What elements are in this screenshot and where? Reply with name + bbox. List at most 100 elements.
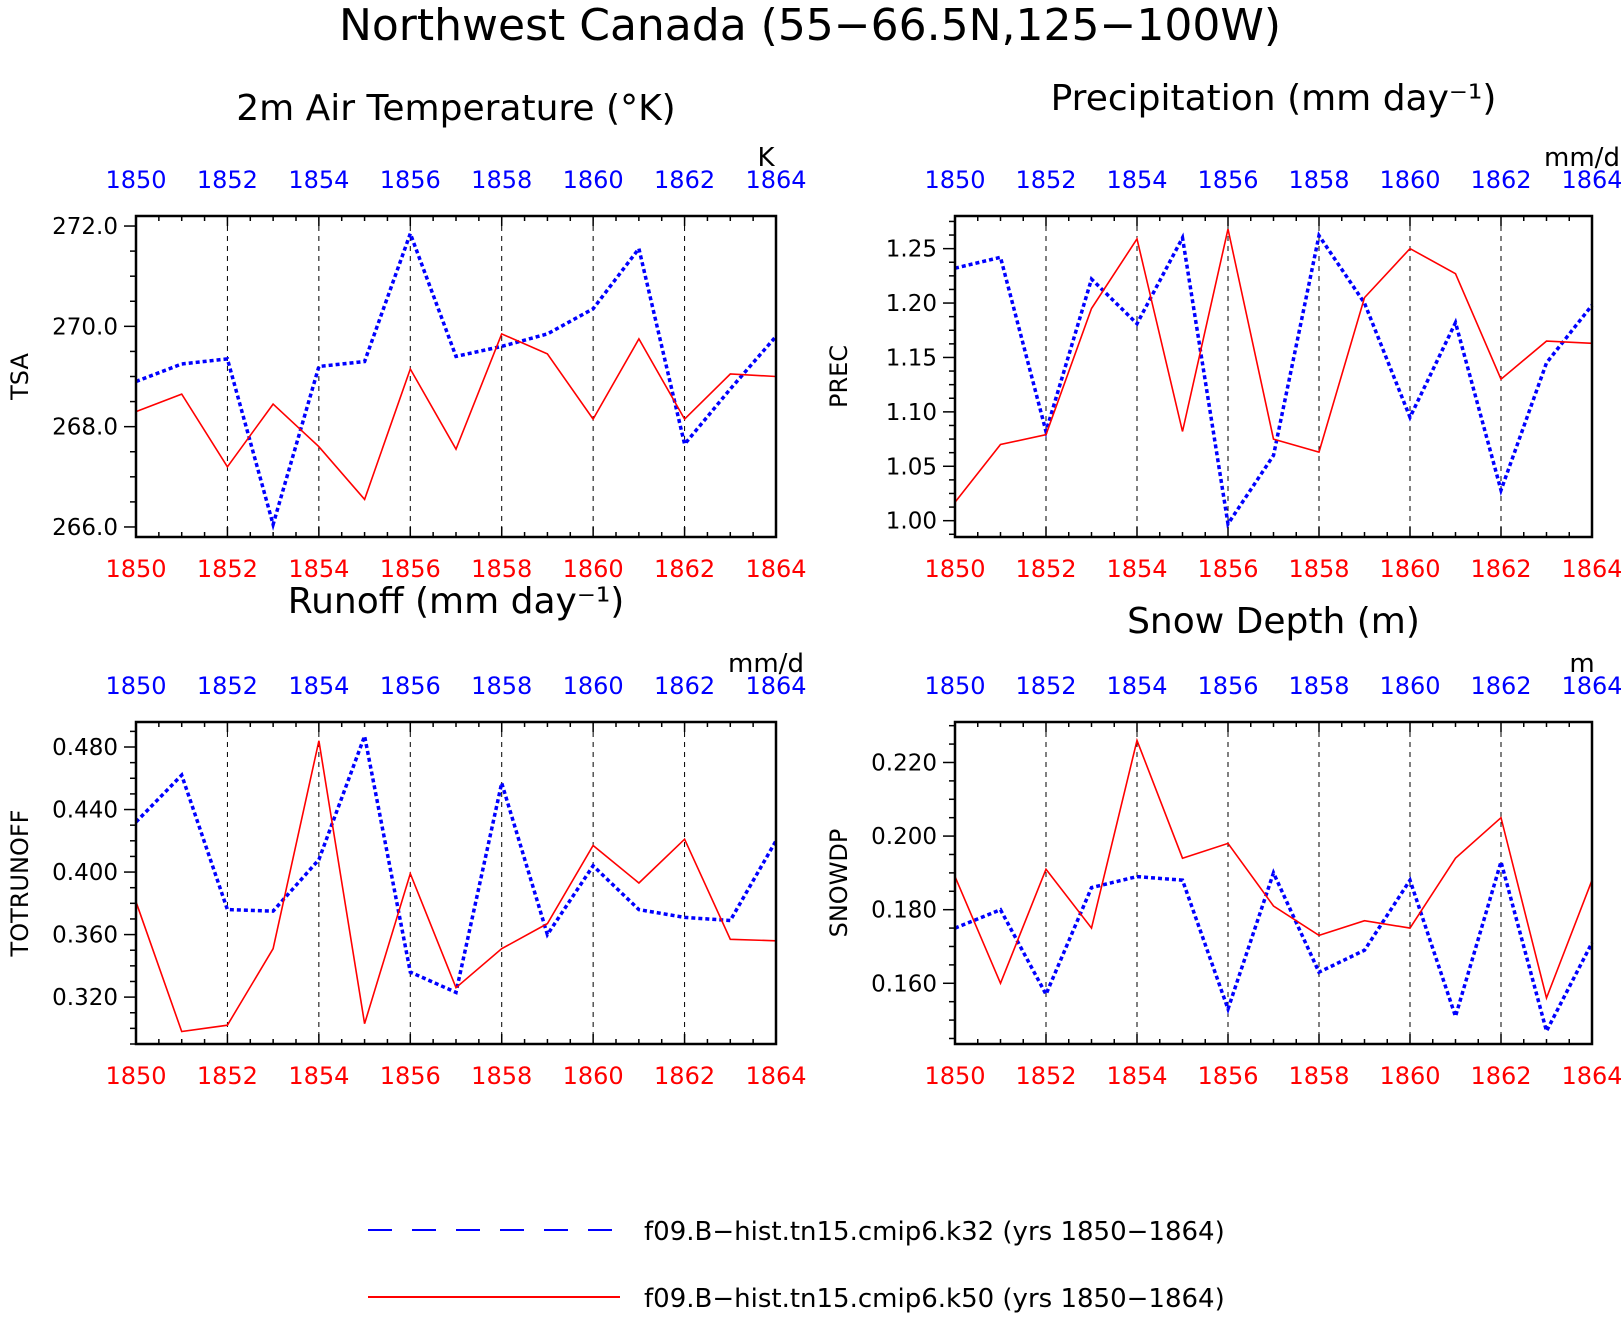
top-tick-label: 1856 [1197,166,1258,194]
bottom-tick-label: 1860 [563,555,624,583]
top-tick-label: 1860 [1379,672,1440,700]
top-tick-label: 1860 [563,166,624,194]
figure-title: Northwest Canada (55−66.5N,125−100W) [339,0,1281,51]
top-tick-label: 1850 [105,672,166,700]
top-tick-label: 1850 [924,166,985,194]
top-tick-label: 1852 [197,166,258,194]
bottom-tick-label: 1854 [1106,555,1167,583]
units-label: mm/d [728,649,804,679]
top-tick-label: 1852 [197,672,258,700]
top-tick-label: 1854 [288,672,349,700]
panel-title: Precipitation (mm day⁻¹) [1051,78,1497,119]
top-tick-label: 1850 [105,166,166,194]
top-tick-label: 1854 [1106,166,1167,194]
panel-title: 2m Air Temperature (°K) [236,88,675,129]
bottom-tick-label: 1862 [654,555,715,583]
plot-frame [134,214,778,539]
plot-frame [953,720,1594,1046]
bottom-tick-label: 1864 [745,555,806,583]
top-tick-label: 1850 [924,672,985,700]
y-tick-label: 1.25 [886,237,937,263]
bottom-tick-label: 1864 [1561,1062,1621,1090]
bottom-tick-label: 1856 [1197,555,1258,583]
panel-1: 2m Air Temperature (°K) TSA K 1850 1850 1852 1… [6,88,807,583]
bottom-tick-label: 1852 [1015,555,1076,583]
top-tick-label: 1862 [654,166,715,194]
bottom-tick-label: 1864 [1561,555,1621,583]
bottom-tick-label: 1850 [105,555,166,583]
top-tick-label: 1864 [745,166,806,194]
legend-k32-label: f09.B−hist.tn15.cmip6.k32 (yrs 1850−1864… [644,1217,1225,1247]
y-tick-label: 0.320 [52,985,118,1011]
top-tick-label: 1858 [1288,672,1349,700]
units-label: K [757,143,775,173]
legend: f09.B−hist.tn15.cmip6.k32 (yrs 1850−1864… [368,1217,1225,1314]
top-tick-label: 1864 [1561,166,1621,194]
top-tick-label: 1852 [1015,166,1076,194]
top-tick-label: 1862 [1470,672,1531,700]
y-axis-label: SNOWDP [825,829,853,938]
y-tick-label: 0.360 [52,923,118,949]
series-k32-line [954,231,1594,529]
y-axis-label: TSA [6,353,34,401]
series-k32-line [134,729,778,995]
bottom-tick-label: 1858 [1288,1062,1349,1090]
bottom-tick-label: 1862 [1470,1062,1531,1090]
units-label: m [1569,649,1594,679]
plot-frame [953,214,1594,539]
y-tick-label: 266.0 [52,515,118,541]
y-tick-label: 0.480 [52,735,118,761]
panel-4: Snow Depth (m) SNOWDP m 1850 1850 1852 1852 185… [825,601,1621,1090]
panels: 2m Air Temperature (°K) TSA K 1850 1850 1852 1… [6,78,1621,1090]
y-tick-label: 272.0 [52,214,118,240]
y-tick-label: 0.200 [871,824,937,850]
top-tick-label: 1862 [1470,166,1531,194]
top-tick-label: 1860 [1379,166,1440,194]
bottom-tick-label: 1858 [1288,555,1349,583]
bottom-tick-label: 1856 [1197,1062,1258,1090]
y-tick-label: 0.160 [871,971,937,997]
bottom-tick-label: 1858 [471,1062,532,1090]
bottom-tick-label: 1854 [288,1062,349,1090]
legend-k50-label: f09.B−hist.tn15.cmip6.k50 (yrs 1850−1864… [644,1284,1225,1314]
bottom-tick-label: 1862 [1470,555,1531,583]
panel-2: Precipitation (mm day⁻¹) PREC mm/d 1850 1850… [825,78,1621,583]
series-k50-line [135,740,777,1033]
top-tick-label: 1858 [1288,166,1349,194]
top-tick-label: 1856 [380,166,441,194]
plot-frame [134,720,778,1046]
top-tick-label: 1856 [1197,672,1258,700]
y-tick-label: 268.0 [52,415,118,441]
bottom-tick-label: 1852 [197,555,258,583]
bottom-tick-label: 1856 [380,1062,441,1090]
series-k50-line [954,737,1593,1001]
y-tick-label: 270.0 [52,314,118,340]
y-axis-label: TOTRUNOFF [6,810,34,958]
y-tick-label: 1.05 [886,454,937,480]
series-k50-line [954,228,1593,503]
bottom-tick-label: 1854 [1106,1062,1167,1090]
y-tick-label: 1.10 [886,400,937,426]
bottom-tick-label: 1850 [924,555,985,583]
panel-3: Runoff (mm day⁻¹) TOTRUNOFF mm/d 1850 1850 18… [6,581,807,1090]
top-tick-label: 1858 [471,166,532,194]
top-tick-label: 1862 [654,672,715,700]
bottom-tick-label: 1856 [380,555,441,583]
units-label: mm/d [1544,143,1620,173]
series-k32-line [954,855,1594,1036]
top-tick-label: 1854 [288,166,349,194]
y-tick-label: 0.440 [52,798,118,824]
top-tick-label: 1854 [1106,672,1167,700]
bottom-tick-label: 1860 [1379,1062,1440,1090]
y-axis-label: PREC [825,345,853,408]
series-k32-line [135,228,778,531]
top-tick-label: 1856 [380,672,441,700]
bottom-tick-label: 1862 [654,1062,715,1090]
bottom-tick-label: 1852 [1015,1062,1076,1090]
panel-title: Snow Depth (m) [1127,601,1420,642]
bottom-tick-label: 1858 [471,555,532,583]
bottom-tick-label: 1852 [197,1062,258,1090]
top-tick-label: 1858 [471,672,532,700]
top-tick-label: 1864 [745,672,806,700]
